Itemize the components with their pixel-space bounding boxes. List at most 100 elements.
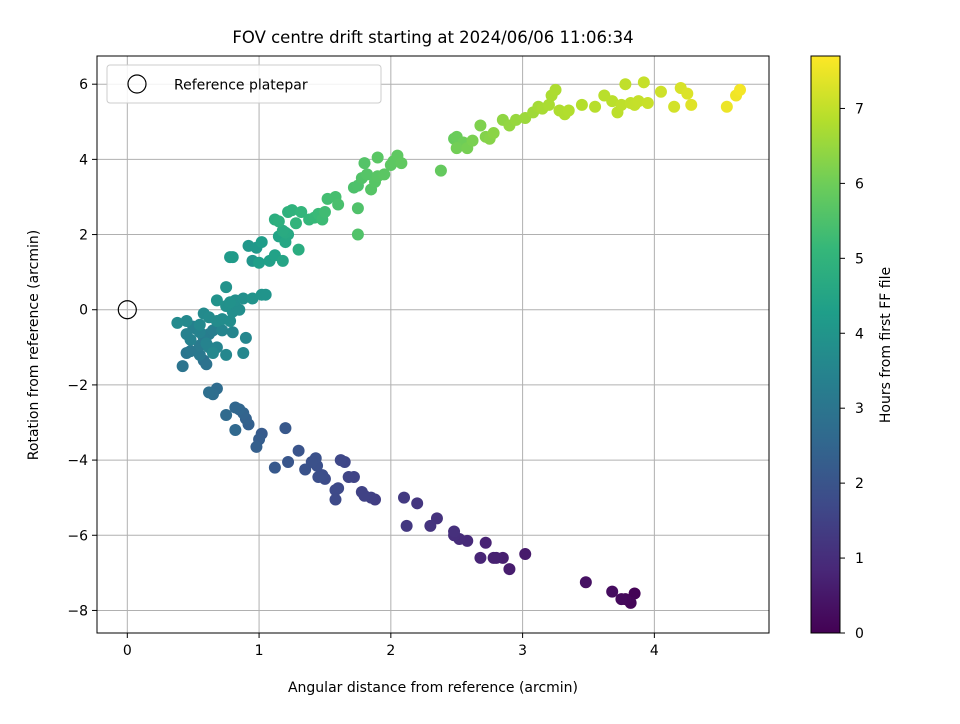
data-point bbox=[734, 83, 747, 96]
data-point bbox=[424, 519, 437, 532]
data-point bbox=[615, 593, 628, 606]
data-point bbox=[206, 346, 219, 359]
data-point bbox=[351, 202, 364, 215]
data-point bbox=[641, 96, 654, 109]
data-point bbox=[395, 157, 408, 170]
data-point bbox=[272, 215, 285, 228]
reference-platepar-marker bbox=[117, 300, 137, 320]
colorbar-gradient bbox=[810, 55, 841, 634]
data-point bbox=[203, 386, 215, 399]
data-point bbox=[286, 204, 299, 217]
data-point bbox=[255, 236, 268, 249]
data-point bbox=[474, 551, 487, 564]
data-point bbox=[180, 315, 193, 328]
data-point bbox=[220, 281, 233, 294]
data-point bbox=[448, 525, 461, 538]
data-point bbox=[246, 292, 259, 305]
y-tick-label: 2 bbox=[79, 228, 88, 244]
data-point bbox=[224, 315, 237, 328]
data-point bbox=[268, 461, 281, 474]
data-point bbox=[329, 493, 342, 506]
data-point bbox=[200, 358, 213, 371]
colorbar-ticks: 0 1 2 3 4 5 6 7 bbox=[840, 101, 864, 642]
data-point bbox=[237, 346, 250, 359]
colorbar-tick-label: 3 bbox=[855, 401, 864, 417]
y-tick-label: 6 bbox=[79, 77, 88, 93]
data-point bbox=[400, 519, 413, 532]
data-point bbox=[542, 98, 555, 111]
data-point bbox=[487, 551, 500, 564]
data-point bbox=[487, 127, 500, 140]
data-point bbox=[637, 76, 650, 89]
x-tick-label: 2 bbox=[386, 643, 395, 659]
data-point bbox=[292, 444, 305, 457]
data-point bbox=[220, 408, 233, 421]
data-point bbox=[628, 587, 641, 600]
data-point bbox=[562, 104, 575, 117]
colorbar-tick-label: 1 bbox=[855, 551, 864, 567]
data-point bbox=[229, 401, 242, 414]
data-point bbox=[334, 454, 347, 467]
data-point bbox=[206, 324, 219, 337]
x-tick-label: 1 bbox=[255, 643, 264, 659]
data-point bbox=[685, 98, 698, 111]
data-point bbox=[292, 243, 305, 256]
data-point bbox=[342, 471, 355, 484]
data-point bbox=[184, 333, 197, 346]
data-points bbox=[171, 76, 747, 609]
data-point bbox=[226, 326, 239, 339]
data-point bbox=[318, 205, 331, 218]
data-point bbox=[216, 324, 229, 337]
reference-point bbox=[117, 300, 137, 320]
data-point bbox=[411, 497, 424, 510]
colorbar-tick-label: 7 bbox=[855, 101, 864, 117]
y-tick-label: −2 bbox=[67, 378, 88, 394]
x-tick-label: 0 bbox=[123, 643, 132, 659]
plot-frame bbox=[96, 55, 770, 634]
data-point bbox=[503, 563, 516, 576]
data-point bbox=[250, 440, 263, 453]
data-point bbox=[668, 100, 681, 113]
colorbar-tick-label: 2 bbox=[855, 476, 864, 492]
grid-lines bbox=[97, 56, 769, 633]
data-point bbox=[474, 119, 487, 132]
data-point bbox=[519, 548, 532, 561]
x-axis-ticks: 0 1 2 3 4 bbox=[123, 633, 659, 659]
data-point bbox=[224, 296, 237, 309]
data-point bbox=[279, 422, 292, 435]
data-point bbox=[549, 83, 562, 96]
data-point bbox=[434, 164, 447, 177]
data-point bbox=[276, 254, 289, 267]
data-point bbox=[510, 113, 523, 126]
x-tick-label: 4 bbox=[650, 643, 659, 659]
data-point bbox=[226, 251, 239, 264]
data-point bbox=[632, 95, 645, 108]
data-point bbox=[378, 168, 391, 181]
legend: Reference platepar bbox=[106, 64, 382, 104]
data-point bbox=[720, 100, 733, 113]
data-point bbox=[654, 85, 667, 98]
colorbar-tick-label: 5 bbox=[855, 251, 864, 267]
data-point bbox=[233, 303, 246, 316]
data-point bbox=[289, 217, 302, 230]
data-point bbox=[361, 168, 374, 181]
data-point bbox=[371, 151, 384, 164]
y-tick-label: −6 bbox=[67, 528, 88, 544]
y-tick-label: −4 bbox=[67, 453, 88, 469]
data-point bbox=[332, 198, 345, 211]
y-tick-label: 4 bbox=[79, 152, 88, 168]
data-point bbox=[681, 87, 694, 100]
data-point bbox=[253, 256, 266, 269]
colorbar-label: Hours from first FF file bbox=[878, 267, 894, 423]
data-point bbox=[210, 294, 223, 307]
data-point bbox=[398, 491, 411, 504]
data-point bbox=[193, 348, 206, 361]
data-point bbox=[606, 585, 619, 598]
data-point bbox=[259, 288, 272, 301]
data-point bbox=[276, 224, 289, 237]
colorbar-tick-label: 0 bbox=[855, 626, 864, 642]
data-point bbox=[466, 134, 479, 147]
data-point bbox=[220, 348, 233, 361]
data-point bbox=[619, 78, 632, 91]
x-axis-label: Angular distance from reference (arcmin) bbox=[288, 680, 578, 696]
